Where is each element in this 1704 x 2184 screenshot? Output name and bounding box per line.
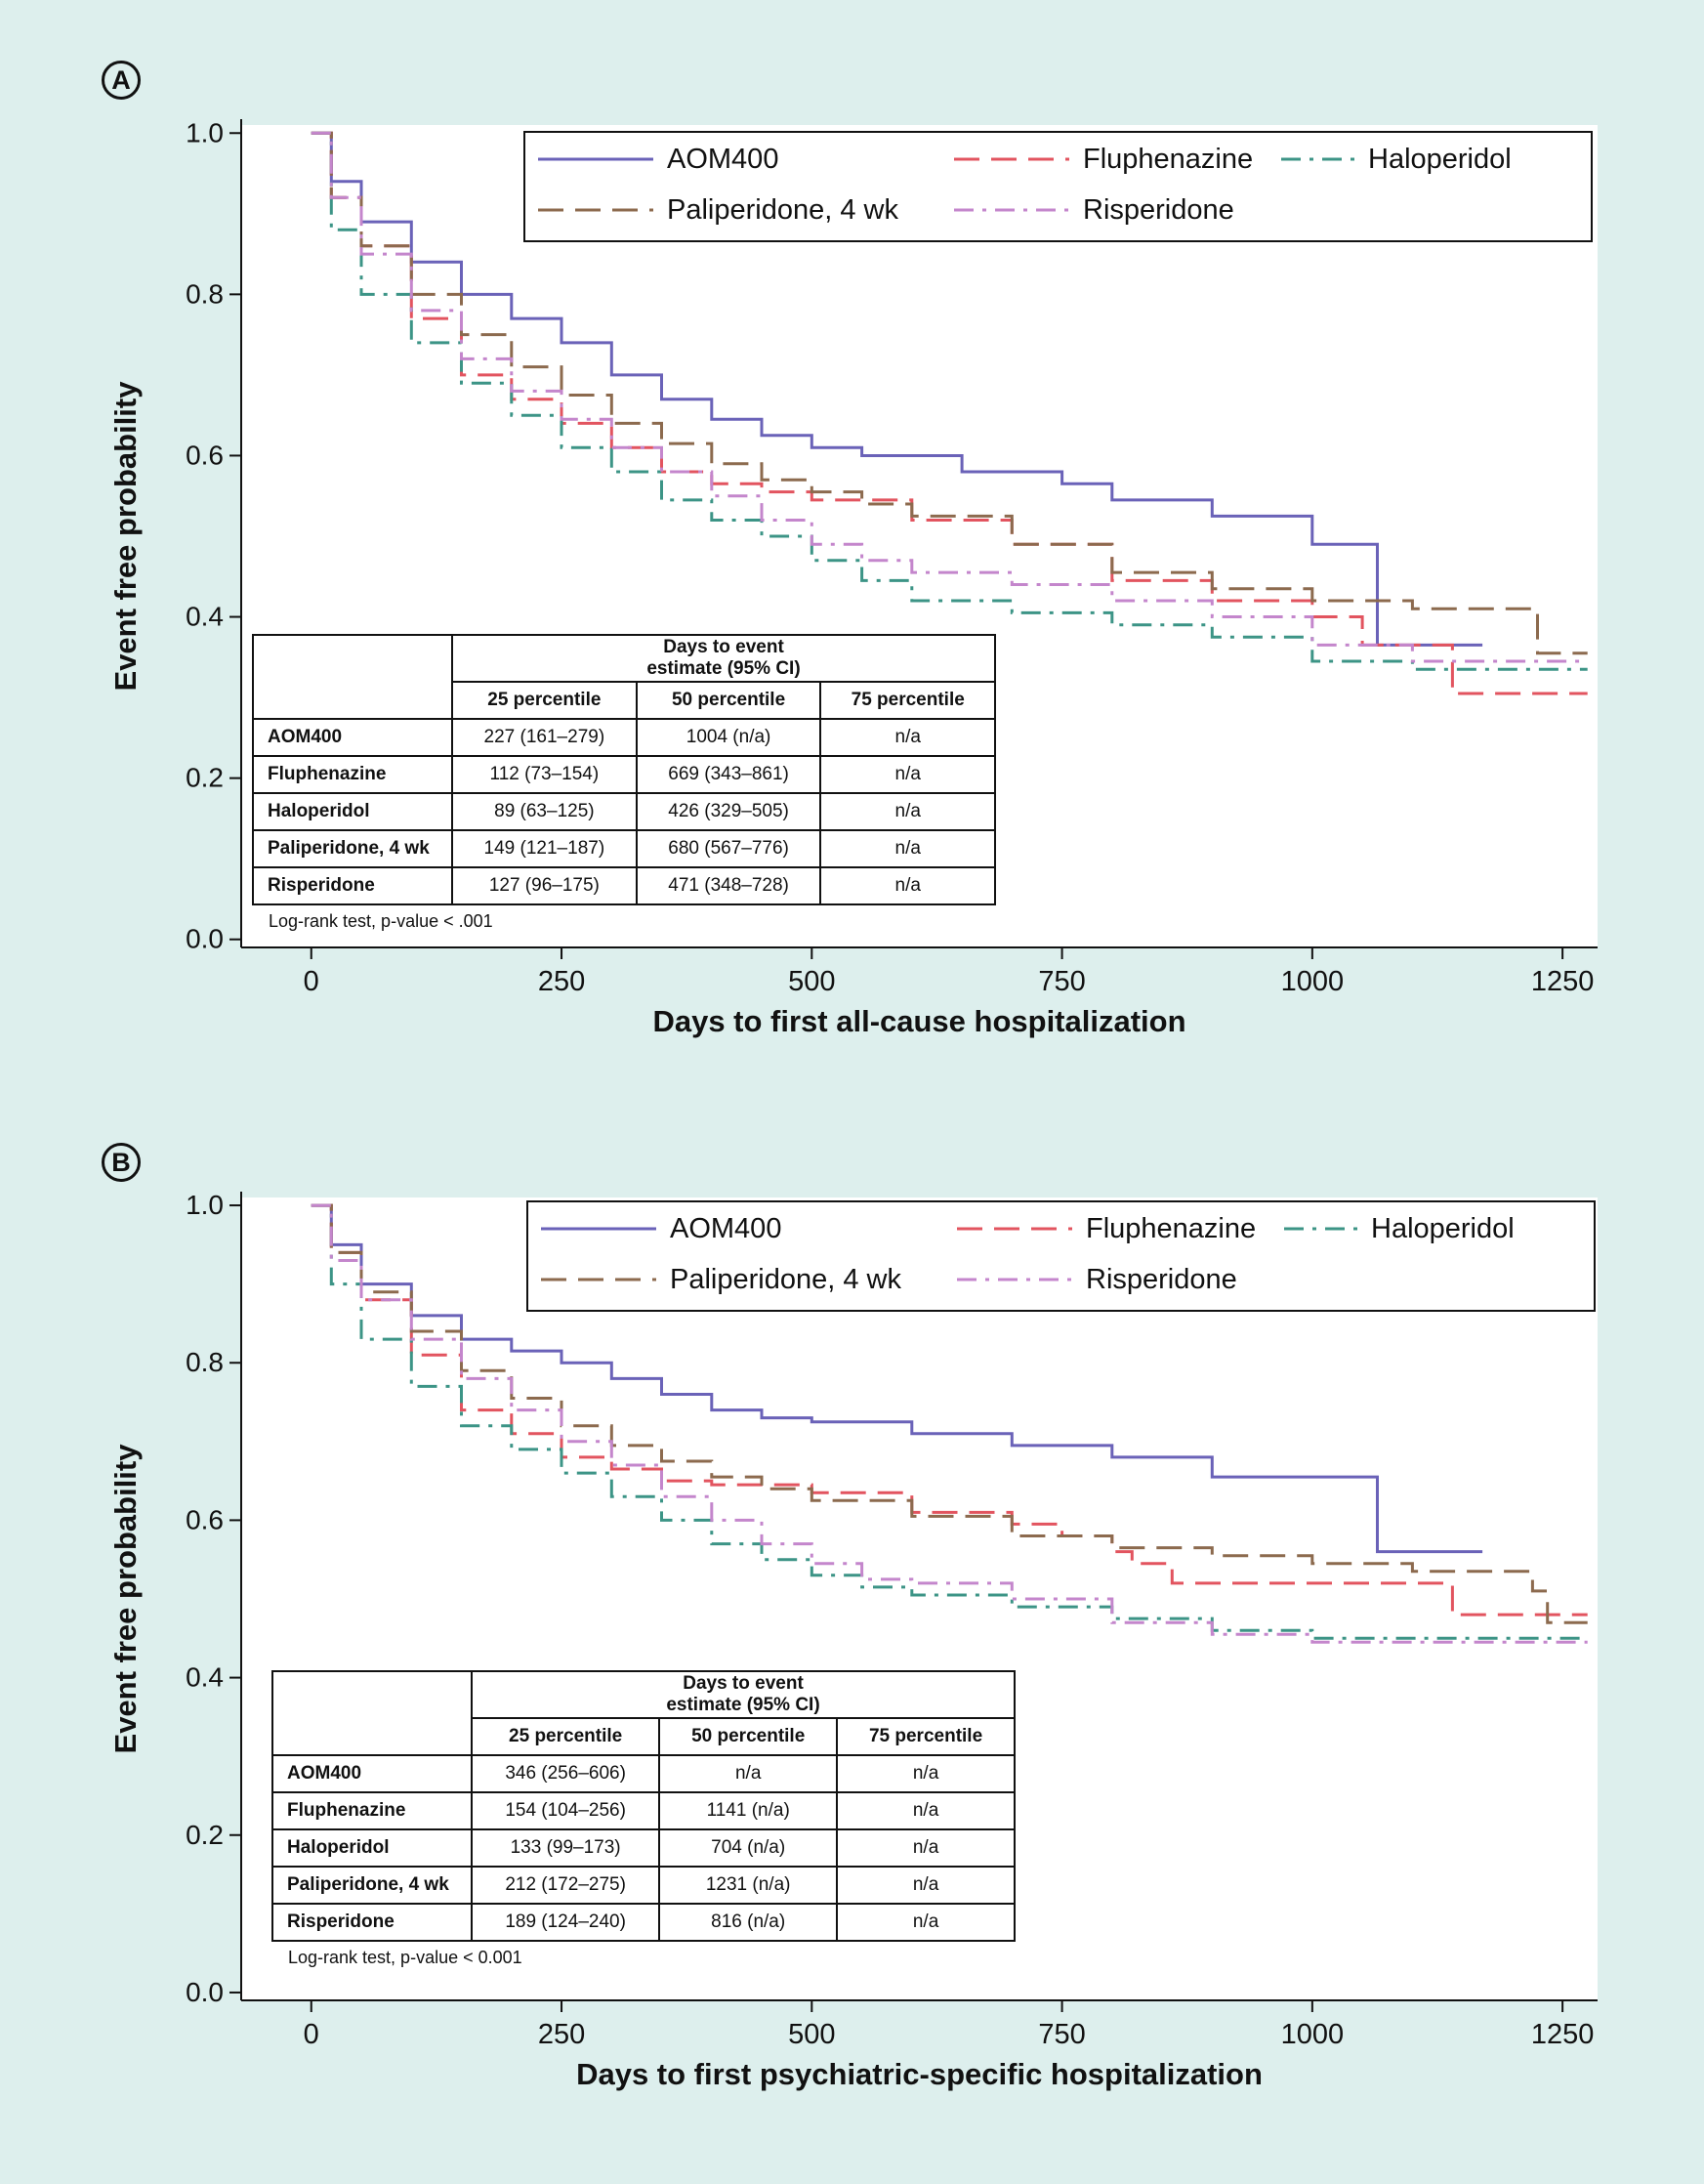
series-line-paliperidone-4-wk bbox=[311, 131, 1588, 655]
table-group-header: Days to event estimate (95% CI) bbox=[451, 634, 996, 683]
table-col-header: 75 percentile bbox=[836, 1717, 1016, 1756]
y-axis-label: Event free probability bbox=[108, 381, 143, 692]
x-tick-label: 1000 bbox=[1281, 2019, 1345, 2050]
x-tick-label: 0 bbox=[304, 966, 319, 997]
table-corner bbox=[271, 1670, 473, 1756]
table-group-header: Days to event estimate (95% CI) bbox=[471, 1670, 1016, 1719]
series-line-fluphenazine bbox=[311, 131, 1588, 695]
table-corner bbox=[252, 634, 453, 720]
table-note: Log-rank test, p-value < 0.001 bbox=[288, 1947, 522, 1967]
legend-label: Paliperidone, 4 wk bbox=[670, 1264, 901, 1295]
table-row: Fluphenazine 112 (73–154) 669 (343–861) … bbox=[252, 755, 996, 794]
table-row: AOM400 227 (161–279) 1004 (n/a) n/a bbox=[252, 718, 996, 757]
table-row: Risperidone 189 (124–240) 816 (n/a) n/a bbox=[271, 1903, 1016, 1942]
x-tick-label: 1250 bbox=[1531, 966, 1595, 997]
panel-b-label: B bbox=[102, 1143, 141, 1182]
y-tick-label: 0.4 bbox=[186, 602, 224, 632]
x-tick-label: 1000 bbox=[1281, 966, 1345, 997]
x-tick-label: 0 bbox=[304, 2019, 319, 2050]
table-row: Haloperidol 89 (63–125) 426 (329–505) n/… bbox=[252, 792, 996, 831]
x-tick-label: 1250 bbox=[1531, 2019, 1595, 2050]
y-tick-label: 0.6 bbox=[186, 440, 224, 470]
legend-label: Paliperidone, 4 wk bbox=[667, 194, 898, 226]
series-line-risperidone bbox=[311, 131, 1588, 663]
y-tick-label: 0.2 bbox=[186, 763, 224, 793]
x-tick-label: 250 bbox=[538, 2019, 585, 2050]
legend-label: Fluphenazine bbox=[1086, 1213, 1256, 1244]
table-row: Paliperidone, 4 wk 212 (172–275) 1231 (n… bbox=[271, 1866, 1016, 1905]
table-col-header: 75 percentile bbox=[819, 681, 996, 720]
y-tick-label: 0.2 bbox=[186, 1820, 224, 1850]
series-line-haloperidol bbox=[311, 1203, 1588, 1640]
table-note: Log-rank test, p-value < .001 bbox=[269, 910, 493, 931]
y-tick-label: 0.8 bbox=[186, 1347, 224, 1377]
table-col-header: 50 percentile bbox=[635, 681, 822, 720]
table-col-header: 50 percentile bbox=[658, 1717, 839, 1756]
y-tick-label: 0.0 bbox=[186, 924, 224, 954]
series-line-risperidone bbox=[311, 1203, 1588, 1644]
legend-box bbox=[526, 1200, 1596, 1312]
panel-a-percentile-table: Days to event estimate (95% CI) 25 perce… bbox=[252, 634, 996, 937]
table-col-header: 25 percentile bbox=[451, 681, 638, 720]
legend-label: Risperidone bbox=[1086, 1264, 1237, 1295]
series-line-paliperidone-4-wk bbox=[311, 1203, 1588, 1624]
table-row: Paliperidone, 4 wk 149 (121–187) 680 (56… bbox=[252, 829, 996, 868]
series-line-aom400 bbox=[311, 131, 1483, 647]
legend-label: AOM400 bbox=[667, 144, 778, 175]
panel-a-label: A bbox=[102, 61, 141, 100]
y-tick-label: 1.0 bbox=[186, 1190, 224, 1220]
panel-b-chart: 0.0 0.2 0.4 0.6 0.8 1.0 0 250 500 750 1000 1250 Days… bbox=[108, 1190, 1598, 2091]
x-tick-label: 500 bbox=[788, 966, 835, 997]
legend-label: AOM400 bbox=[670, 1213, 781, 1244]
x-tick-label: 500 bbox=[788, 2019, 835, 2050]
legend-label: Haloperidol bbox=[1368, 144, 1512, 175]
panel-b: B 0.0 0.2 0.4 0.6 0.8 1.0 0 250 500 750 1000 1250 Da… bbox=[0, 1071, 1704, 2135]
y-tick-label: 1.0 bbox=[186, 117, 224, 147]
table-col-header: 25 percentile bbox=[470, 1717, 661, 1756]
table-row: Fluphenazine 154 (104–256) 1141 (n/a) n/… bbox=[271, 1791, 1016, 1830]
x-axis-label: Days to first psychiatric-specific hospi… bbox=[576, 2057, 1263, 2091]
x-axis-label: Days to first all-cause hospitalization bbox=[652, 1004, 1185, 1038]
table-row: AOM400 346 (256–606) n/a n/a bbox=[271, 1754, 1016, 1793]
legend-label: Risperidone bbox=[1083, 194, 1234, 226]
legend-box bbox=[523, 131, 1593, 242]
legend-label: Haloperidol bbox=[1371, 1213, 1515, 1244]
y-tick-label: 0.0 bbox=[186, 1977, 224, 2007]
y-tick-label: 0.8 bbox=[186, 278, 224, 309]
panel-a: A 0.0 0.2 0.4 0.6 0.8 1.0 0 250 500 750 1000 1250 Da… bbox=[0, 0, 1704, 1065]
y-axis-label: Event free probability bbox=[108, 1444, 143, 1754]
x-tick-label: 250 bbox=[538, 966, 585, 997]
x-tick-label: 750 bbox=[1038, 2019, 1085, 2050]
legend-label: Fluphenazine bbox=[1083, 144, 1253, 175]
y-tick-label: 0.6 bbox=[186, 1504, 224, 1534]
series-line-haloperidol bbox=[311, 131, 1588, 671]
table-row: Haloperidol 133 (99–173) 704 (n/a) n/a bbox=[271, 1828, 1016, 1868]
table-row: Risperidone 127 (96–175) 471 (348–728) n… bbox=[252, 866, 996, 905]
panel-b-percentile-table: Days to event estimate (95% CI) 25 perce… bbox=[271, 1670, 1016, 1973]
y-tick-label: 0.4 bbox=[186, 1662, 224, 1693]
x-tick-label: 750 bbox=[1038, 966, 1085, 997]
